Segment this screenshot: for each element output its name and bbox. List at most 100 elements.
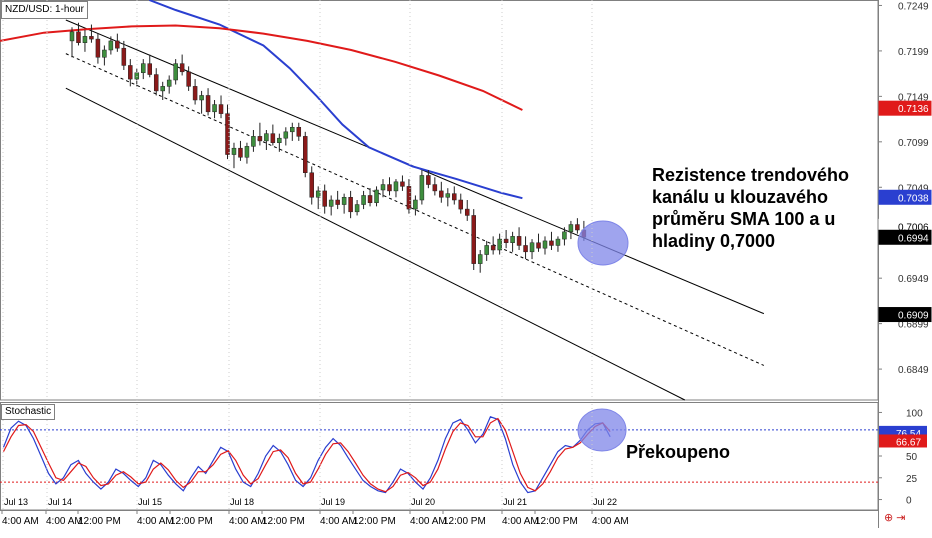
stoch-tick-label-4: 0 <box>906 496 912 507</box>
price-label-box-0 <box>878 100 932 116</box>
candle <box>503 230 509 249</box>
candle-body <box>367 195 373 203</box>
candle <box>225 104 230 160</box>
candle <box>153 68 159 96</box>
candle-body <box>413 199 418 210</box>
candle-body <box>354 204 360 213</box>
candle-body <box>503 238 509 243</box>
candle <box>510 231 515 252</box>
candle-body <box>477 254 483 264</box>
candle-body <box>205 95 211 113</box>
candle-body <box>471 215 476 264</box>
candle-body <box>251 136 256 147</box>
price-label-4: 0.6909 <box>898 311 929 322</box>
candle <box>361 190 366 210</box>
price-tick-label-3: 0.7099 <box>898 138 929 149</box>
candle-body <box>523 245 528 253</box>
stoch-value-box-1 <box>879 434 927 448</box>
candle <box>121 40 127 70</box>
symbol-label: NZD/USD: 1-hour <box>1 1 88 19</box>
candle <box>322 184 327 214</box>
candle <box>490 236 496 255</box>
candle <box>426 170 431 189</box>
price-label-1: 0.7038 <box>898 193 929 204</box>
candle <box>205 88 211 116</box>
time-label-8: 12:00 PM <box>353 516 396 527</box>
candle-body <box>134 72 140 80</box>
platform-logo: ⊕ ⇥ <box>884 512 906 524</box>
candle <box>212 100 217 119</box>
candle-body <box>225 113 230 155</box>
candle <box>141 59 146 80</box>
candle-body <box>69 31 75 42</box>
stoch-line-pct-d <box>2 417 611 493</box>
candle-body <box>419 175 425 201</box>
time-label-6: 12:00 PM <box>262 516 305 527</box>
time-label-0: 4:00 AM <box>2 516 39 527</box>
date-label-2: Jul 15 <box>138 497 162 507</box>
candle <box>128 59 133 87</box>
candle-body <box>406 186 412 210</box>
candle <box>238 140 243 161</box>
candle-body <box>166 79 172 87</box>
price-label-0: 0.7136 <box>898 104 929 115</box>
candle <box>179 54 185 76</box>
candle <box>516 227 522 250</box>
candle-body <box>387 184 392 192</box>
date-label-0: Jul 13 <box>4 497 28 507</box>
time-label-11: 4:00 AM <box>502 516 539 527</box>
candle <box>335 190 340 210</box>
stoch-value-label-0: 76.54 <box>896 429 921 440</box>
candle-body <box>147 63 152 75</box>
candle-body <box>277 137 282 143</box>
candle-body <box>549 240 554 246</box>
candle-body <box>257 136 263 142</box>
highlight-circle-overbought <box>577 408 627 452</box>
candle <box>439 181 444 203</box>
candle-body <box>95 38 101 58</box>
candle <box>458 193 464 214</box>
candle <box>303 131 308 178</box>
candle <box>160 81 165 100</box>
candle-body <box>335 199 340 205</box>
time-label-13: 4:00 AM <box>592 516 629 527</box>
candle <box>89 24 94 43</box>
candle <box>497 233 502 255</box>
candle-body <box>290 127 295 133</box>
candle-body <box>238 147 243 158</box>
candle <box>82 30 88 52</box>
candle <box>445 188 451 207</box>
candle <box>134 68 140 87</box>
candle <box>147 54 152 78</box>
candle-body <box>490 245 496 251</box>
candle-body <box>283 131 289 139</box>
candle <box>328 195 334 216</box>
candle <box>296 122 302 141</box>
candle <box>568 220 574 240</box>
candle-body <box>179 63 185 73</box>
candle-body <box>328 199 334 207</box>
candle-body <box>76 31 81 43</box>
candle <box>108 36 114 55</box>
candle-body <box>426 175 431 185</box>
candle-body <box>510 236 515 243</box>
candle <box>374 186 379 207</box>
candle <box>270 124 276 146</box>
channel-middle-line <box>65 53 765 366</box>
candle-body <box>575 224 580 231</box>
price-tick-label-2: 0.7149 <box>898 92 929 103</box>
candle-body <box>270 133 276 143</box>
candle-body <box>264 133 269 142</box>
candle-body <box>199 95 204 101</box>
candle-body <box>173 63 178 81</box>
candle-body <box>393 181 399 192</box>
price-label-2: 0.7006 <box>898 222 929 233</box>
candle <box>69 27 75 58</box>
candle-body <box>218 104 224 114</box>
candle-body <box>128 65 133 80</box>
candle <box>76 22 81 46</box>
candle-body <box>212 104 217 113</box>
candle-body <box>303 136 308 173</box>
candle-body <box>464 208 470 216</box>
